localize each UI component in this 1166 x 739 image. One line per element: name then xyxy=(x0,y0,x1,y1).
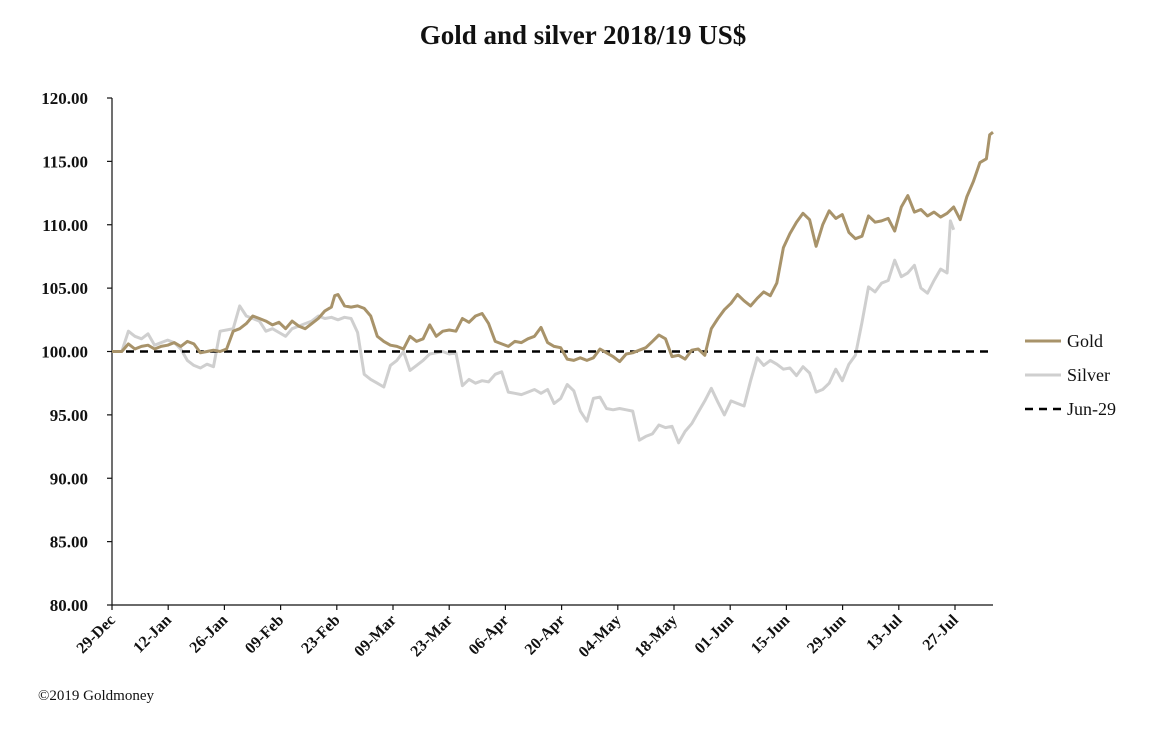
y-tick-label: 110.00 xyxy=(42,216,88,235)
legend-label: Silver xyxy=(1067,365,1110,385)
y-tick-label: 105.00 xyxy=(41,279,88,298)
series-line-silver xyxy=(112,219,956,445)
x-tick-label: 04-May xyxy=(576,612,625,661)
x-tick-label: 27-Jul xyxy=(920,611,963,654)
x-tick-label: 15-Jun xyxy=(748,612,793,657)
x-tick-label: 26-Jan xyxy=(187,612,232,657)
x-tick-label: 01-Jun xyxy=(692,612,737,657)
series-lines xyxy=(112,131,994,445)
x-tick-label: 29-Jun xyxy=(804,612,849,657)
legend: Gold Silver Jun-29 xyxy=(1025,331,1116,419)
x-tick-label: 13-Jul xyxy=(863,611,906,654)
x-tick-label: 09-Mar xyxy=(351,612,399,660)
x-tick-label: 20-Apr xyxy=(522,612,569,659)
y-axis: 120.00 115.00 110.00 105.00 100.00 95.00 90.00… xyxy=(41,89,113,615)
y-tick-label: 100.00 xyxy=(41,343,88,362)
y-tick-label: 90.00 xyxy=(50,469,88,488)
x-tick-label: 29-Dec xyxy=(74,612,119,657)
y-tick-label: 115.00 xyxy=(42,152,88,171)
legend-label: Jun-29 xyxy=(1067,399,1116,419)
y-tick-label: 80.00 xyxy=(50,596,88,615)
x-axis: 29-Dec 12-Jan 26-Jan 09-Feb 23-Feb 09-Mar 23-M… xyxy=(74,604,993,661)
x-tick-label: 18-May xyxy=(632,612,681,661)
y-tick-label: 85.00 xyxy=(50,533,88,552)
x-tick-label: 12-Jan xyxy=(130,612,175,657)
x-tick-label: 06-Apr xyxy=(466,612,513,659)
x-tick-label: 09-Feb xyxy=(242,612,287,657)
copyright-notice: ©2019 Goldmoney xyxy=(38,688,154,704)
y-tick-label: 120.00 xyxy=(41,89,88,108)
x-tick-label: 23-Feb xyxy=(298,612,343,657)
y-tick-label: 95.00 xyxy=(50,406,88,425)
series-line-gold xyxy=(112,131,994,364)
legend-label: Gold xyxy=(1067,331,1103,351)
chart-title: Gold and silver 2018/19 US$ xyxy=(419,20,747,50)
x-tick-label: 23-Mar xyxy=(408,612,456,660)
